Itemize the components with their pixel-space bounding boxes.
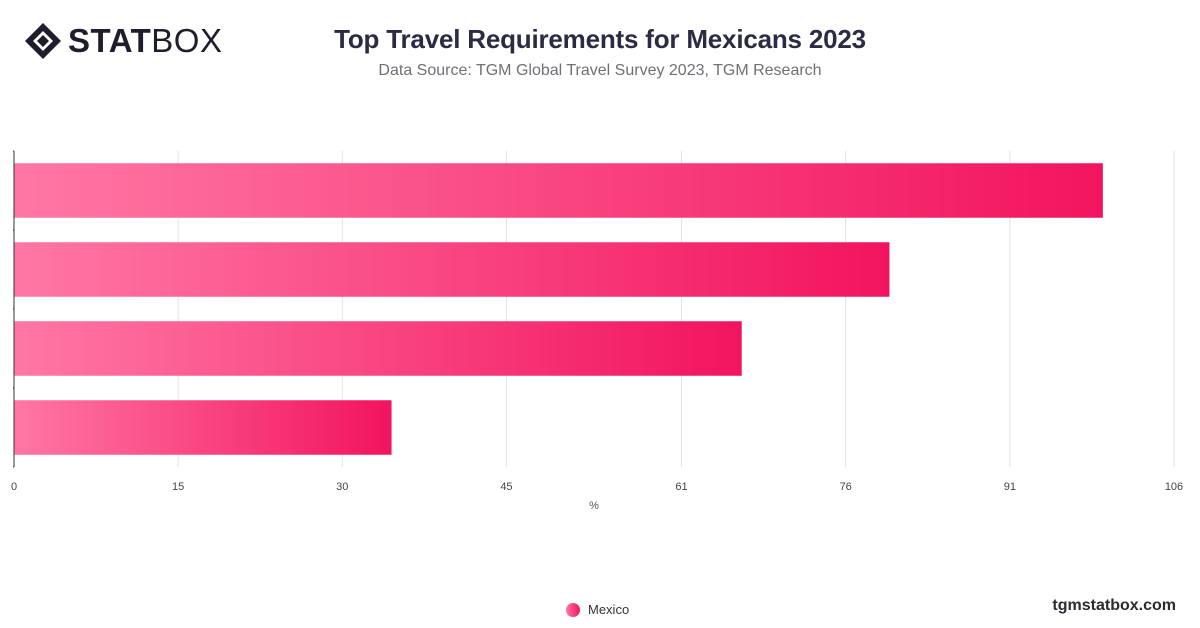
x-tick-label: 106 [1165, 481, 1183, 493]
chart-title: Top Travel Requirements for Mexicans 202… [334, 24, 866, 54]
legend-label-mexico: Mexico [588, 602, 630, 617]
statbox-logo-icon [25, 23, 61, 59]
x-axis-label: % [589, 500, 599, 512]
x-tick-label: 45 [500, 481, 512, 493]
x-tick-label: 0 [11, 481, 17, 493]
x-tick-label: 15 [172, 481, 184, 493]
x-tick-label: 61 [675, 481, 687, 493]
x-tick-labels: 0 15 30 45 61 76 91 106 [11, 481, 1183, 493]
bar-mexico-1[interactable] [14, 163, 1103, 218]
footer-site: tgmstatbox.com [1052, 597, 1176, 614]
axes [13, 150, 15, 468]
legend-marker [566, 602, 580, 617]
statbox-logo: STATBOX [24, 22, 222, 60]
x-tick-label: 76 [840, 481, 852, 493]
bar-chart: 0 15 30 45 61 76 91 106 % [11, 150, 1183, 512]
bar-mexico-2[interactable] [14, 242, 890, 297]
legend[interactable]: Mexico [566, 602, 629, 617]
bars [14, 163, 1103, 455]
logo-text-light: BOX [151, 22, 223, 59]
logo-wordmark: STATBOX [68, 23, 222, 59]
x-tick-label: 30 [336, 481, 348, 493]
logo-text-bold: STAT [68, 22, 152, 59]
chart-subtitle: Data Source: TGM Global Travel Survey 20… [378, 62, 822, 79]
x-tick-label: 91 [1004, 481, 1016, 493]
bar-mexico-4[interactable] [14, 400, 392, 455]
bar-mexico-3[interactable] [14, 321, 742, 376]
